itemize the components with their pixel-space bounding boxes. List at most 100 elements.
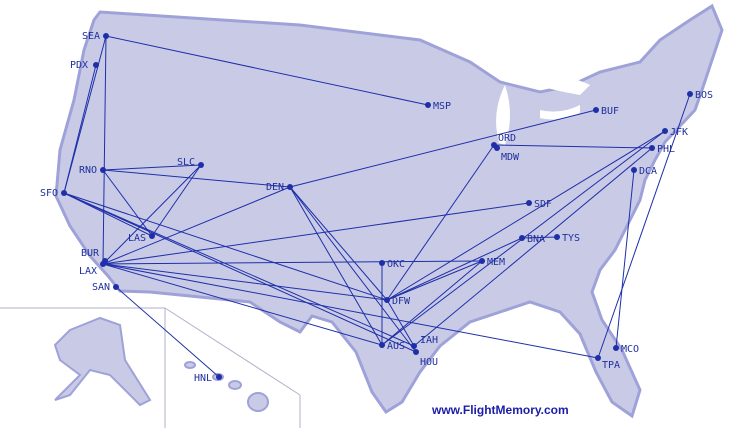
route-rno-slc: [102, 164, 202, 171]
airport-label-jfk: JFK: [670, 127, 688, 138]
airport-label-buf: BUF: [601, 106, 619, 117]
route-sfo-hou: [63, 192, 417, 353]
airport-dot-rno[interactable]: [100, 167, 106, 173]
airport-dot-buf[interactable]: [593, 107, 599, 113]
route-rno-den: [102, 169, 291, 188]
route-dfw-bna: [386, 237, 523, 301]
airport-dot-hou[interactable]: [413, 349, 419, 355]
airport-label-las: LAS: [128, 233, 146, 244]
airport-dot-mco[interactable]: [613, 345, 619, 351]
airport-label-mem: MEM: [487, 257, 505, 268]
route-dfw-mem: [386, 260, 483, 301]
airport-dot-mdw[interactable]: [494, 145, 500, 151]
route-lax-sdf: [102, 202, 530, 265]
airport-label-tys: TYS: [562, 233, 580, 244]
route-dca-mco: [615, 169, 635, 349]
airport-label-okc: OKC: [387, 259, 405, 270]
airport-label-phl: PHL: [657, 144, 675, 155]
airport-dot-slc[interactable]: [198, 162, 204, 168]
usa-landmass: [54, 3, 724, 419]
route-den-dfw: [289, 186, 388, 301]
airport-dot-iah[interactable]: [411, 343, 417, 349]
inset-divider: [164, 307, 301, 396]
airport-dot-lax[interactable]: [100, 261, 106, 267]
airport-label-hnl: HNL: [194, 373, 212, 384]
airport-dot-dca[interactable]: [631, 167, 637, 173]
airport-label-sdf: SDF: [534, 199, 552, 210]
footer-link[interactable]: www.FlightMemory.com: [432, 403, 569, 417]
airport-label-bos: BOS: [695, 90, 713, 101]
airport-dot-tpa[interactable]: [595, 355, 601, 361]
route-sea-lax: [102, 35, 107, 265]
route-iah-phl: [413, 147, 653, 347]
route-lax-den: [102, 186, 291, 265]
route-lax-aus: [102, 263, 383, 346]
airport-label-san: SAN: [92, 282, 110, 293]
airport-label-rno: RNO: [79, 165, 97, 176]
airport-label-iah: IAH: [420, 335, 438, 346]
airport-dot-san[interactable]: [113, 284, 119, 290]
airport-label-dca: DCA: [639, 166, 657, 177]
airport-dot-aus[interactable]: [379, 342, 385, 348]
route-sea-msp: [105, 35, 429, 106]
airport-label-pdx: PDX: [70, 60, 88, 71]
route-den-aus: [289, 186, 383, 346]
airport-dot-den[interactable]: [287, 184, 293, 190]
route-bos-tpa: [597, 93, 691, 359]
airport-label-bur: BUR: [81, 248, 100, 259]
airport-dot-las[interactable]: [149, 233, 155, 239]
airport-label-slc: SLC: [177, 157, 195, 168]
airport-dot-pdx[interactable]: [93, 62, 99, 68]
route-slc-las: [151, 164, 202, 237]
route-iah-dfw: [386, 299, 415, 347]
airport-dot-hnl[interactable]: [216, 374, 222, 380]
airport-label-ord: ORD: [498, 133, 516, 144]
route-lax-tpa: [102, 263, 599, 359]
airport-label-bna: BNA: [527, 234, 545, 245]
airport-dot-sea[interactable]: [103, 33, 109, 39]
airport-dot-phl[interactable]: [649, 145, 655, 151]
route-lines: [63, 35, 691, 378]
route-lax-dfw: [102, 263, 388, 301]
airport-label-sfo: SFO: [40, 188, 58, 199]
route-rno-las: [102, 169, 153, 237]
airport-label-lax: LAX: [79, 266, 97, 277]
airport-label-den: DEN: [266, 182, 284, 193]
route-den-buf: [289, 109, 597, 188]
airport-dot-bna[interactable]: [519, 235, 525, 241]
airport-label-dfw: DFW: [392, 296, 411, 307]
airport-dot-jfk[interactable]: [662, 128, 668, 134]
airport-dot-dfw[interactable]: [384, 297, 390, 303]
airport-label-mdw: MDW: [501, 152, 520, 163]
route-san-hnl: [115, 286, 220, 378]
route-den-hou: [289, 186, 417, 353]
airport-label-mco: MCO: [621, 344, 639, 355]
airport-dot-sfo[interactable]: [61, 190, 67, 196]
airport-label-hou: HOU: [420, 357, 438, 368]
route-dfw-jfk: [386, 130, 666, 301]
airport-markers: SEA PDX MSP BUF BOS JFK PHL ORD MDW DCA SLC RNO DEN S…: [40, 31, 713, 384]
route-lax-mem: [102, 260, 483, 265]
hawaii-landmass: [184, 361, 269, 412]
route-dfw-ord: [386, 144, 495, 301]
great-lakes: [496, 76, 590, 145]
airport-label-aus: AUS: [387, 341, 405, 352]
route-lax-slc: [102, 164, 202, 265]
airport-dot-bos[interactable]: [687, 91, 693, 97]
route-aus-mem: [381, 260, 483, 346]
airport-label-sea: SEA: [82, 31, 100, 42]
route-bna-tys: [521, 236, 558, 239]
airport-label-tpa: TPA: [602, 360, 620, 371]
alaska-landmass: [53, 316, 152, 407]
route-sfo-iah: [63, 192, 415, 347]
airport-dot-mem[interactable]: [479, 258, 485, 264]
airport-dot-sdf[interactable]: [526, 200, 532, 206]
airport-dot-tys[interactable]: [554, 234, 560, 240]
route-ord-phl: [493, 144, 653, 149]
route-pdx-sfo: [63, 64, 97, 194]
airport-dot-okc[interactable]: [379, 260, 385, 266]
airport-label-msp: MSP: [433, 101, 451, 112]
airport-dot-msp[interactable]: [425, 102, 431, 108]
